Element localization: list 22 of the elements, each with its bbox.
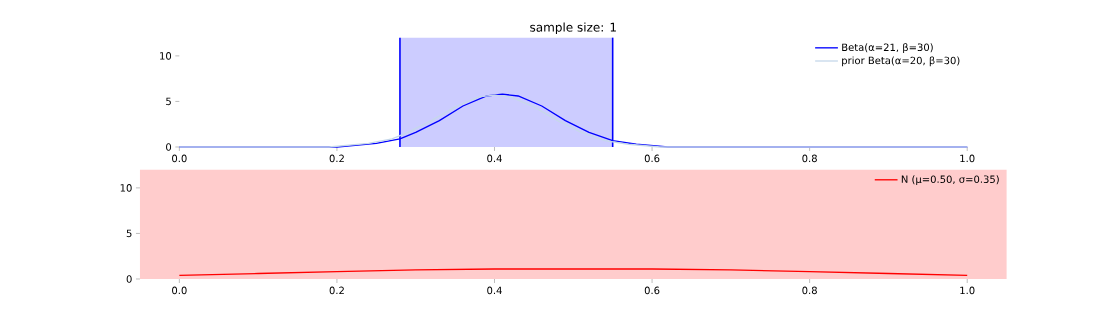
- x-tick-label: 0.0: [172, 286, 187, 295]
- x-tick-label: 0.8: [802, 286, 817, 295]
- y-tick-label: 5: [166, 97, 171, 106]
- legend-label: Beta(α=21, β=30): [842, 43, 933, 53]
- x-tick-label: 0.8: [802, 154, 817, 163]
- x-tick-label: 0.6: [644, 286, 660, 295]
- y-tick-label: 0: [166, 143, 172, 151]
- legend-label: N (μ=0.50, σ=0.35): [901, 175, 999, 185]
- x-tick-label: 0.2: [329, 286, 344, 295]
- x-tick-label: 1.0: [960, 154, 975, 163]
- y-tick-label: 10: [120, 184, 132, 192]
- x-tick-label: 0.4: [487, 286, 502, 295]
- x-tick-label: 0.6: [644, 154, 660, 163]
- chart-title: sample size: 1: [530, 22, 616, 35]
- x-tick-label: 0.0: [172, 154, 187, 163]
- y-tick-label: 10: [160, 52, 172, 60]
- y-tick-label: 5: [126, 229, 132, 238]
- x-tick-label: 0.2: [329, 154, 344, 163]
- x-tick-label: 1.0: [960, 286, 975, 295]
- y-tick-label: 0: [126, 275, 132, 283]
- x-tick-label: 0.4: [487, 154, 502, 163]
- legend-label: prior Beta(α=20, β=30): [842, 56, 960, 67]
